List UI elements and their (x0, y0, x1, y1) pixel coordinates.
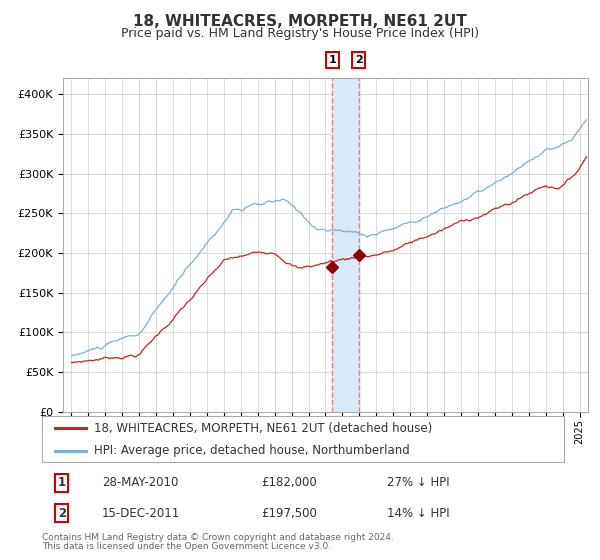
Text: Price paid vs. HM Land Registry's House Price Index (HPI): Price paid vs. HM Land Registry's House … (121, 27, 479, 40)
Text: This data is licensed under the Open Government Licence v3.0.: This data is licensed under the Open Gov… (42, 542, 331, 551)
FancyBboxPatch shape (42, 416, 564, 462)
Text: £197,500: £197,500 (261, 507, 317, 520)
Text: 2: 2 (58, 507, 66, 520)
Text: 15-DEC-2011: 15-DEC-2011 (102, 507, 180, 520)
Text: 18, WHITEACRES, MORPETH, NE61 2UT (detached house): 18, WHITEACRES, MORPETH, NE61 2UT (detac… (94, 422, 433, 436)
Text: 1: 1 (58, 477, 66, 489)
Text: 14% ↓ HPI: 14% ↓ HPI (386, 507, 449, 520)
Text: Contains HM Land Registry data © Crown copyright and database right 2024.: Contains HM Land Registry data © Crown c… (42, 533, 394, 542)
Text: 28-MAY-2010: 28-MAY-2010 (102, 477, 178, 489)
Text: £182,000: £182,000 (261, 477, 317, 489)
Bar (332, 78, 359, 412)
Text: HPI: Average price, detached house, Northumberland: HPI: Average price, detached house, Nort… (94, 445, 410, 458)
Text: 1: 1 (329, 55, 337, 65)
Text: 27% ↓ HPI: 27% ↓ HPI (386, 477, 449, 489)
Text: 18, WHITEACRES, MORPETH, NE61 2UT: 18, WHITEACRES, MORPETH, NE61 2UT (133, 14, 467, 29)
Text: 2: 2 (355, 55, 362, 65)
